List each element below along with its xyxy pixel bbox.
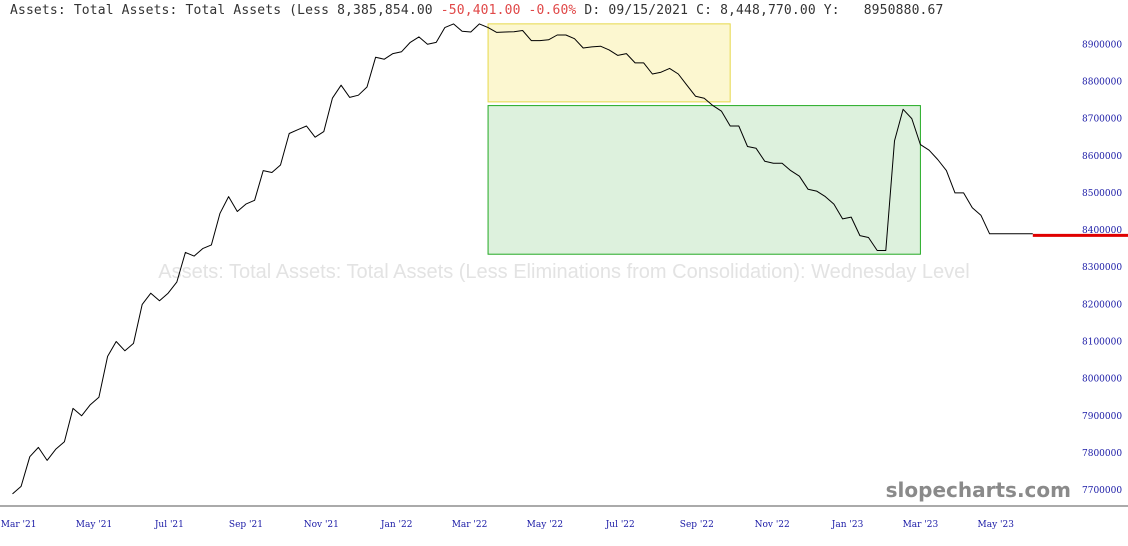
header-y-label: Y: bbox=[823, 3, 840, 18]
y-tick-label: 8800000 bbox=[1082, 77, 1122, 87]
header-close-label: C: bbox=[696, 3, 713, 18]
y-tick-label: 7900000 bbox=[1082, 412, 1122, 422]
header-series-label: Assets: Total Assets: Total Assets (Less bbox=[10, 3, 330, 18]
y-tick-label: 8500000 bbox=[1082, 189, 1122, 199]
header-change: -50,401.00 bbox=[440, 3, 521, 18]
y-tick-label: 8600000 bbox=[1082, 152, 1122, 162]
x-tick-label: May '21 bbox=[76, 520, 112, 530]
y-tick-label: 8700000 bbox=[1082, 115, 1122, 125]
x-tick-label: Jan '22 bbox=[380, 520, 413, 530]
header-y-value: 8950880.67 bbox=[863, 3, 944, 18]
x-tick-label: Jul '22 bbox=[605, 520, 635, 530]
x-tick-label: Jul '21 bbox=[154, 520, 184, 530]
header-change-pct: -0.60% bbox=[528, 3, 577, 18]
x-tick-label: May '23 bbox=[978, 520, 1015, 530]
x-tick-label: Nov '21 bbox=[304, 520, 339, 530]
x-tick-label: Jan '23 bbox=[831, 520, 864, 530]
x-tick-label: Sep '22 bbox=[680, 520, 714, 530]
brand-logo: slopecharts.com bbox=[885, 478, 1071, 502]
green-highlight-box bbox=[487, 105, 921, 255]
header-quote-line: Assets: Total Assets: Total Assets (Less… bbox=[10, 3, 943, 18]
x-tick-label: Mar '21 bbox=[1, 520, 37, 530]
y-tick-label: 8400000 bbox=[1082, 226, 1122, 236]
x-tick-label: Sep '21 bbox=[229, 520, 263, 530]
y-tick-label: 8900000 bbox=[1082, 40, 1122, 50]
yellow-highlight-box bbox=[487, 23, 731, 103]
x-tick-label: Mar '22 bbox=[452, 520, 488, 530]
y-tick-label: 8000000 bbox=[1082, 375, 1122, 385]
y-tick-label: 8100000 bbox=[1082, 338, 1122, 348]
x-tick-label: Mar '23 bbox=[903, 520, 939, 530]
header-date: 09/15/2021 bbox=[608, 3, 689, 18]
header-close: 8,448,770.00 bbox=[720, 3, 816, 18]
y-tick-label: 8300000 bbox=[1082, 263, 1122, 273]
x-tick-label: May '22 bbox=[527, 520, 563, 530]
y-tick-label: 7700000 bbox=[1082, 486, 1122, 496]
header-date-label: D: bbox=[584, 3, 601, 18]
header-last-value: 8,385,854.00 bbox=[337, 3, 433, 18]
y-tick-label: 7800000 bbox=[1082, 449, 1122, 459]
watermark-title: Assets: Total Assets: Total Assets (Less… bbox=[158, 261, 970, 283]
series-line bbox=[12, 23, 1033, 495]
y-tick-label: 8200000 bbox=[1082, 300, 1122, 310]
x-tick-label: Nov '22 bbox=[755, 520, 790, 530]
